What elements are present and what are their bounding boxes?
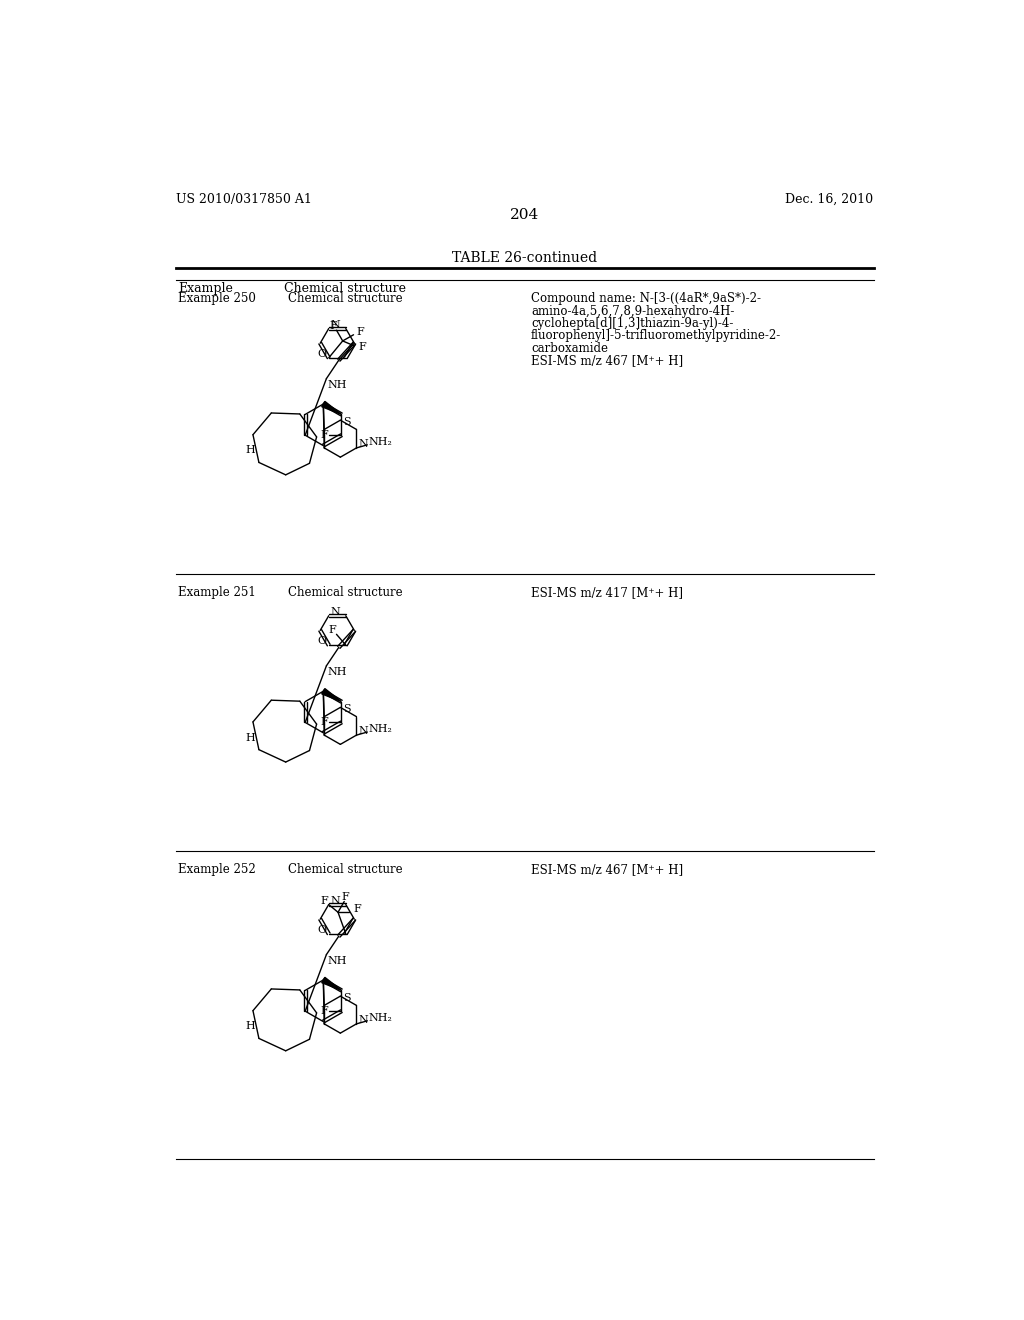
- Text: Example: Example: [178, 282, 233, 296]
- Text: Chemical structure: Chemical structure: [284, 282, 406, 296]
- Text: NH₂: NH₂: [369, 1012, 393, 1023]
- Text: cyclohepta[d][1,3]thiazin-9a-yl)-4-: cyclohepta[d][1,3]thiazin-9a-yl)-4-: [531, 317, 733, 330]
- Text: O: O: [317, 348, 327, 359]
- Polygon shape: [322, 401, 341, 414]
- Text: ESI-MS m/z 467 [M⁺+ H]: ESI-MS m/z 467 [M⁺+ H]: [531, 863, 683, 876]
- Text: H: H: [245, 733, 255, 743]
- Text: NH₂: NH₂: [369, 437, 393, 446]
- Text: F: F: [321, 1006, 329, 1016]
- Polygon shape: [322, 977, 341, 990]
- Text: Dec. 16, 2010: Dec. 16, 2010: [785, 193, 873, 206]
- Text: amino-4a,5,6,7,8,9-hexahydro-4H-: amino-4a,5,6,7,8,9-hexahydro-4H-: [531, 305, 734, 318]
- Text: Compound name: N-[3-((4aR*,9aS*)-2-: Compound name: N-[3-((4aR*,9aS*)-2-: [531, 293, 761, 305]
- Text: NH₂: NH₂: [369, 723, 393, 734]
- Text: 204: 204: [510, 209, 540, 223]
- Text: TABLE 26-continued: TABLE 26-continued: [453, 251, 597, 265]
- Text: Example 250: Example 250: [178, 293, 256, 305]
- Text: Chemical structure: Chemical structure: [288, 293, 402, 305]
- Text: N: N: [331, 319, 340, 330]
- Text: N: N: [331, 607, 340, 616]
- Text: ESI-MS m/z 467 [M⁺+ H]: ESI-MS m/z 467 [M⁺+ H]: [531, 354, 683, 367]
- Text: N: N: [358, 726, 368, 737]
- Text: F: F: [321, 896, 328, 907]
- Text: S: S: [343, 993, 350, 1003]
- Text: O: O: [317, 925, 327, 935]
- Text: F: F: [353, 904, 361, 915]
- Text: O: O: [317, 636, 327, 647]
- Text: Chemical structure: Chemical structure: [288, 586, 402, 599]
- Text: F: F: [342, 892, 349, 902]
- Text: F: F: [356, 326, 365, 337]
- Text: carboxamide: carboxamide: [531, 342, 608, 355]
- Text: N: N: [331, 896, 340, 906]
- Text: NH: NH: [328, 380, 347, 389]
- Text: ESI-MS m/z 417 [M⁺+ H]: ESI-MS m/z 417 [M⁺+ H]: [531, 586, 683, 599]
- Text: H: H: [245, 1022, 255, 1031]
- Text: NH: NH: [328, 667, 347, 677]
- Text: F: F: [321, 430, 329, 440]
- Text: NH: NH: [328, 956, 347, 966]
- Text: S: S: [343, 704, 350, 714]
- Text: N: N: [358, 440, 368, 449]
- Text: Example 251: Example 251: [178, 586, 256, 599]
- Polygon shape: [322, 689, 341, 702]
- Text: fluorophenyl]-5-trifluoromethylpyridine-2-: fluorophenyl]-5-trifluoromethylpyridine-…: [531, 330, 781, 342]
- Text: F: F: [330, 321, 337, 330]
- Text: F: F: [358, 342, 366, 352]
- Text: Example 252: Example 252: [178, 863, 256, 876]
- Text: N: N: [358, 1015, 368, 1026]
- Text: S: S: [343, 417, 350, 426]
- Text: F: F: [321, 718, 329, 727]
- Text: F: F: [328, 624, 336, 635]
- Text: US 2010/0317850 A1: US 2010/0317850 A1: [176, 193, 312, 206]
- Text: Chemical structure: Chemical structure: [288, 863, 402, 876]
- Text: H: H: [245, 445, 255, 455]
